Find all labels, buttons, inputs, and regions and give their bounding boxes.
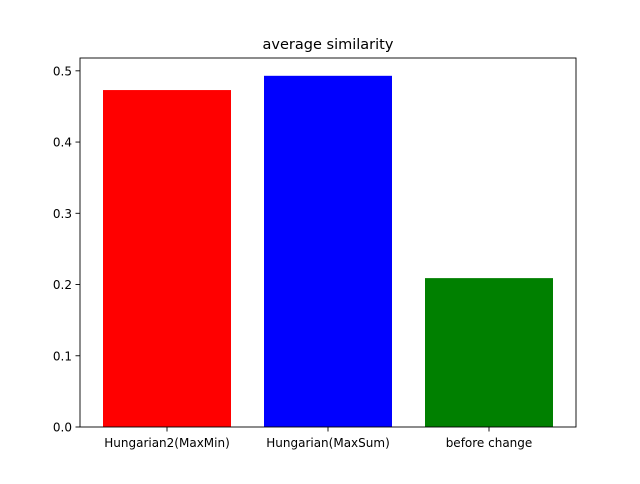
bar-1 [264, 75, 392, 427]
y-tick-label-5: 0.5 [53, 64, 72, 78]
x-tick-label-2: before change [446, 436, 533, 450]
axes: Hungarian2(MaxMin) Hungarian(MaxSum) befor… [53, 57, 577, 450]
plot-area [103, 75, 553, 428]
axes-frame [79, 57, 577, 428]
bar-2 [425, 278, 553, 427]
y-tick-label-0: 0.0 [53, 421, 72, 435]
y-tick-label-1: 0.1 [53, 349, 72, 363]
bar-0 [103, 90, 231, 428]
x-tick-label-0: Hungarian2(MaxMin) [104, 436, 230, 450]
x-tick-label-1: Hungarian(MaxSum) [266, 436, 390, 450]
y-tick-label-4: 0.4 [53, 136, 72, 150]
chart-title: average similarity [263, 37, 394, 53]
y-tick-label-2: 0.2 [53, 278, 72, 292]
y-tick-label-3: 0.3 [53, 207, 72, 221]
